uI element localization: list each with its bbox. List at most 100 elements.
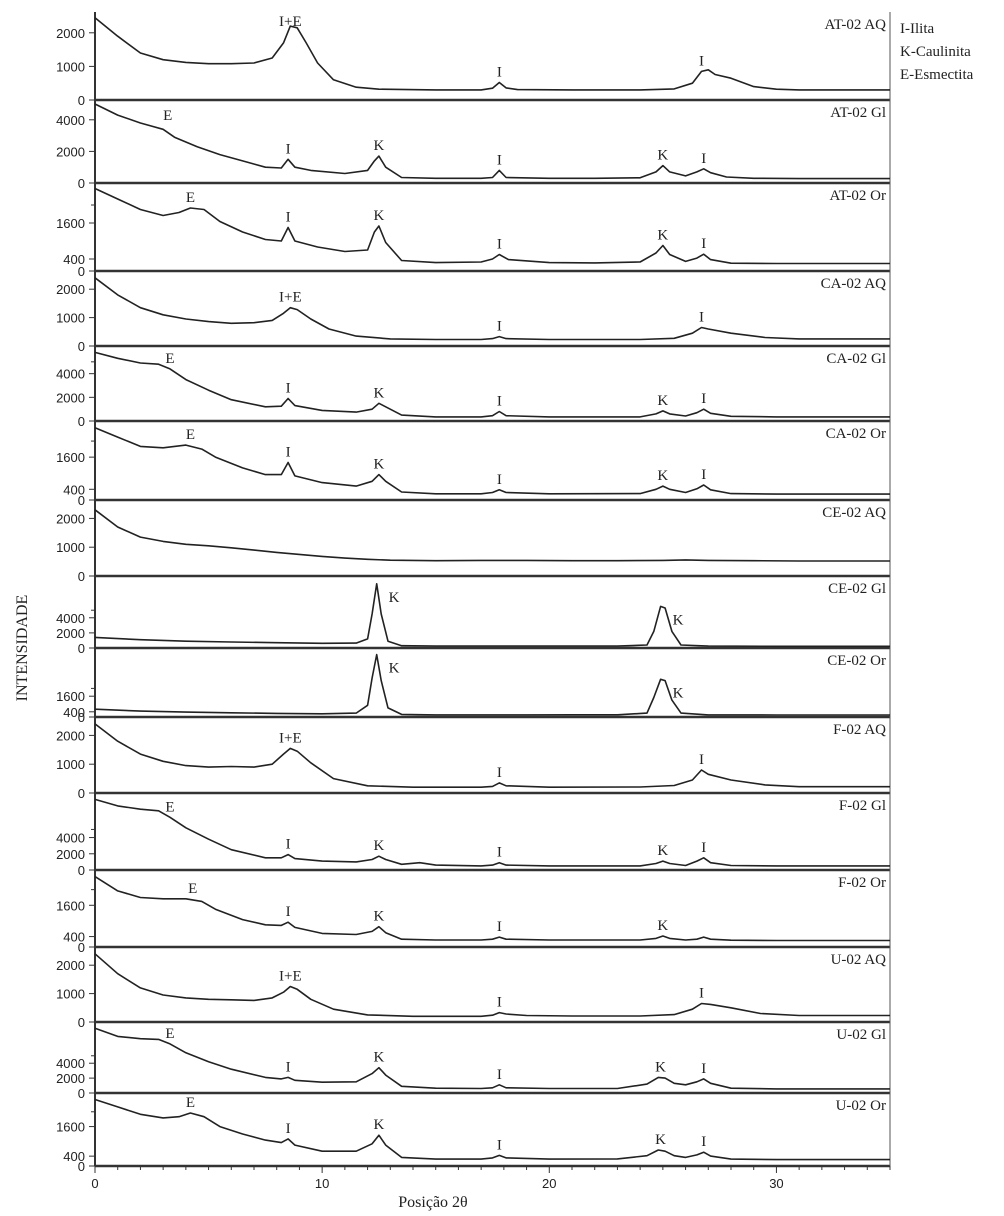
diffractogram-line (94, 798, 890, 867)
legend-entry-esmectita: E-Esmectita (900, 67, 974, 83)
peak-label: E (186, 427, 195, 443)
y-tick-label: 0 (78, 176, 85, 191)
peak-label: E (188, 881, 197, 897)
peak-label: I (497, 765, 502, 781)
panel-label: CA-02 Gl (826, 351, 886, 367)
y-tick-label: 0 (78, 264, 85, 279)
panel-label: F-02 Or (838, 875, 886, 891)
y-tick-label: 1000 (56, 311, 85, 326)
y-tick-label: 2000 (56, 282, 85, 297)
peak-label: E (165, 351, 174, 367)
peak-label: I (286, 904, 291, 920)
peak-label: K (657, 148, 668, 164)
peak-label: E (163, 108, 172, 124)
peak-label: I (286, 837, 291, 853)
peak-label: I (701, 151, 706, 167)
peak-label: I (497, 472, 502, 488)
peak-label: K (655, 1132, 666, 1148)
panel-at-02-aq: 0 1000 2000 I+E I I AT-02 AQ (56, 12, 891, 108)
y-tick-label: 4000 (56, 831, 85, 846)
y-tick-label: 2000 (56, 847, 85, 862)
diffractogram-line (94, 509, 890, 562)
peak-label: I (699, 53, 704, 69)
peak-label: I+E (279, 730, 302, 746)
panel-label: CE-02 Gl (828, 581, 886, 597)
diffractogram-line (94, 723, 890, 788)
y-tick-label: 400 (63, 930, 85, 945)
y-tick-label: 400 (63, 1149, 85, 1164)
panel-label: AT-02 Gl (830, 105, 886, 121)
peak-label: K (657, 393, 668, 409)
y-tick-label: 2000 (56, 144, 85, 159)
y-tick-label: 4000 (56, 367, 85, 382)
panel-label: AT-02 AQ (824, 17, 886, 33)
peak-label: K (657, 918, 668, 934)
peak-label: I (699, 986, 704, 1002)
peak-label: K (655, 1059, 666, 1075)
diffractogram-line (94, 426, 890, 495)
peak-label: K (673, 612, 684, 628)
y-tick-label: 4000 (56, 1056, 85, 1071)
peak-label: I (286, 210, 291, 226)
y-tick-label: 4000 (56, 611, 85, 626)
panel-ca-02-gl: 0 2000 4000 E I K I K I CA-02 Gl (56, 346, 891, 429)
peak-label: I (286, 445, 291, 461)
y-tick-label: 1600 (56, 1120, 85, 1135)
peak-label: K (657, 843, 668, 859)
peak-label: I (701, 1134, 706, 1150)
peak-label: K (673, 685, 684, 701)
diffractogram-line (94, 583, 890, 648)
y-tick-label: 1000 (56, 540, 85, 555)
peak-label: K (374, 909, 385, 925)
peak-label: I (701, 467, 706, 483)
panel-label: U-02 Gl (836, 1027, 886, 1043)
peak-label: K (389, 661, 400, 677)
y-tick-label: 2000 (56, 390, 85, 405)
y-tick-label: 400 (63, 252, 85, 267)
y-tick-label: 1000 (56, 59, 85, 74)
y-tick-label: 400 (63, 705, 85, 720)
x-axis: 0 10 20 30 (91, 1166, 891, 1191)
peak-label: I (497, 1137, 502, 1153)
diffractogram-line (94, 953, 890, 1018)
panel-label: U-02 AQ (831, 952, 887, 968)
panel-label: F-02 Gl (839, 798, 886, 814)
y-tick-label: 4000 (56, 113, 85, 128)
x-tick-label: 10 (315, 1176, 329, 1191)
y-tick-label: 1000 (56, 757, 85, 772)
peak-label: K (374, 1117, 385, 1133)
y-tick-label: 0 (78, 93, 85, 108)
y-tick-label: 2000 (56, 26, 85, 41)
y-tick-label: 0 (78, 710, 85, 725)
peak-label: I (497, 1067, 502, 1083)
diffractogram-line (94, 653, 890, 716)
diffractogram-line (94, 187, 890, 265)
peak-label: I (497, 845, 502, 861)
panel-label: U-02 Or (836, 1098, 886, 1114)
peak-label: K (374, 1050, 385, 1066)
x-tick-label: 20 (542, 1176, 556, 1191)
peak-label: I (497, 394, 502, 410)
peak-label: K (389, 590, 400, 606)
y-tick-label: 0 (78, 1159, 85, 1174)
peak-label: I (701, 840, 706, 856)
peak-label: I (286, 141, 291, 157)
diffractogram-line (94, 103, 890, 180)
peak-label: E (186, 190, 195, 206)
diffractogram-line (94, 277, 890, 341)
y-tick-label: 0 (78, 339, 85, 354)
y-tick-label: 0 (78, 569, 85, 584)
peak-label: I (699, 752, 704, 768)
y-tick-label: 0 (78, 641, 85, 656)
peak-label: K (374, 138, 385, 154)
peak-label: I+E (279, 290, 302, 306)
y-tick-label: 0 (78, 414, 85, 429)
y-tick-label: 1600 (56, 216, 85, 231)
peak-label: I (497, 995, 502, 1011)
y-tick-label: 0 (78, 493, 85, 508)
